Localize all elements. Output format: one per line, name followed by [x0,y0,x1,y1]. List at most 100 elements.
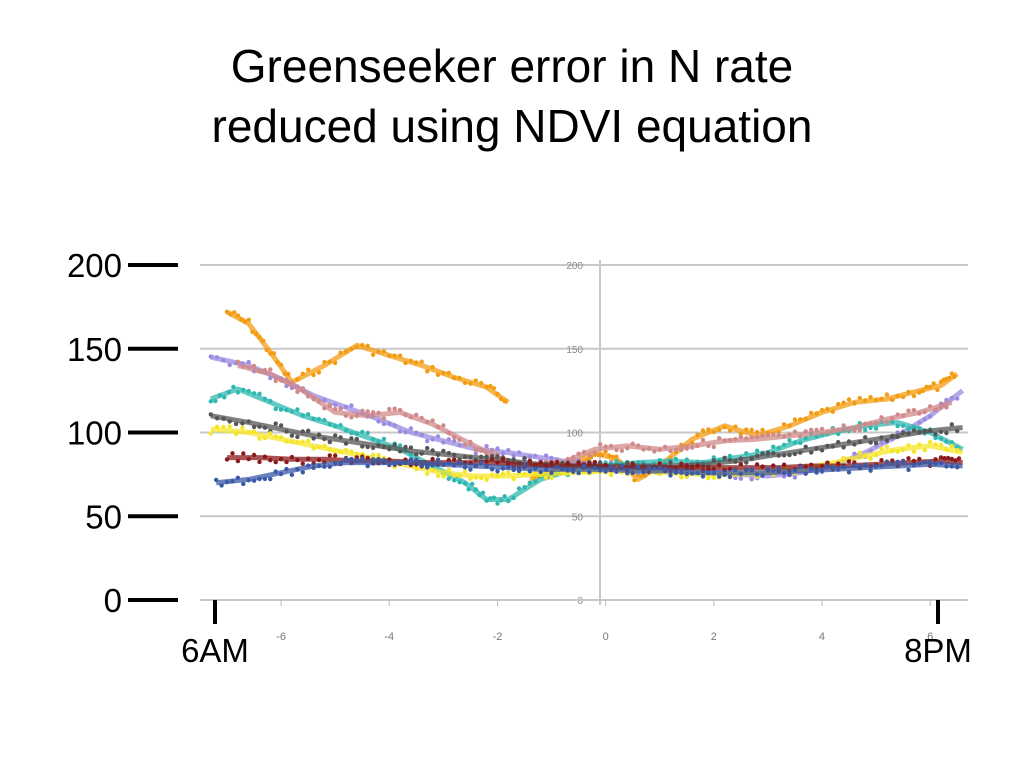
data-point [933,435,938,441]
data-point [370,437,376,442]
data-point [327,447,332,452]
data-point [360,456,365,461]
data-point [809,462,814,467]
data-point [938,442,944,448]
data-point [868,421,873,426]
data-point [711,458,716,463]
data-point [262,436,268,441]
data-point [311,446,316,451]
data-point [338,435,343,440]
data-point [749,435,754,440]
data-point [679,475,684,480]
data-point [581,463,587,468]
data-point [231,384,236,390]
inner-y-label-100: 100 [566,429,583,440]
data-point [251,424,257,430]
data-point [922,428,927,434]
data-point [489,457,495,462]
data-point [224,479,230,485]
data-point [300,470,305,475]
data-point [956,456,962,461]
data-point [268,458,273,463]
data-point [679,470,684,475]
data-point [711,429,716,435]
data-point [392,442,397,447]
data-point [906,389,911,395]
data-point [349,449,354,454]
data-point [949,422,954,427]
data-point [890,461,895,466]
data-point [733,467,738,473]
data-point [857,428,862,433]
data-point [662,466,668,472]
data-point [738,471,743,477]
data-point [365,463,370,469]
data-point [706,427,711,432]
data-point [392,353,397,358]
data-point [549,455,554,461]
data-point [527,454,533,459]
data-point [408,426,414,431]
data-point [240,425,245,430]
data-point [213,398,218,404]
data-point [614,447,619,453]
data-point [607,453,612,458]
data-point [955,465,960,470]
data-point [700,428,706,433]
data-point [311,436,316,441]
data-point [900,423,906,428]
data-point [792,417,798,422]
data-point [911,449,917,454]
data-point [841,400,846,405]
data-point [527,458,533,464]
data-point [554,464,560,470]
data-point [502,399,507,404]
data-point [311,396,316,402]
data-point [596,452,601,458]
data-point [354,344,359,350]
data-point [300,413,305,418]
data-point [227,424,232,429]
data-point [819,468,825,473]
data-point [927,439,933,445]
y-tick-label-100: 100 [67,415,122,452]
data-point [841,445,846,450]
data-point [250,329,255,334]
data-point [614,459,619,464]
data-point [587,469,592,475]
data-point [857,450,862,455]
data-point [911,393,917,399]
data-point [657,447,662,452]
data-point [608,443,614,449]
data-point [614,469,619,474]
data-point [327,402,332,408]
data-point [630,461,635,467]
data-point [879,446,884,451]
data-point [273,434,278,439]
data-point [814,446,819,451]
data-point [630,441,635,446]
data-point [457,437,462,442]
data-point [414,457,419,463]
data-point [333,406,338,412]
data-point [365,430,370,436]
title-line-1: Greenseeker error in N rate [230,40,794,92]
data-point [488,383,493,389]
data-point [327,439,332,445]
data-point [278,362,284,367]
data-point [484,498,489,503]
data-point [491,386,497,391]
data-point [592,459,597,465]
data-point [289,409,295,414]
data-point [673,456,679,462]
data-point [942,456,947,461]
data-point [221,416,226,421]
data-point [284,459,289,465]
data-point [825,406,830,412]
data-point [890,416,895,421]
data-point [744,436,749,441]
data-point [668,460,673,465]
data-point [635,443,641,448]
data-point [944,430,949,436]
data-point [781,434,787,439]
